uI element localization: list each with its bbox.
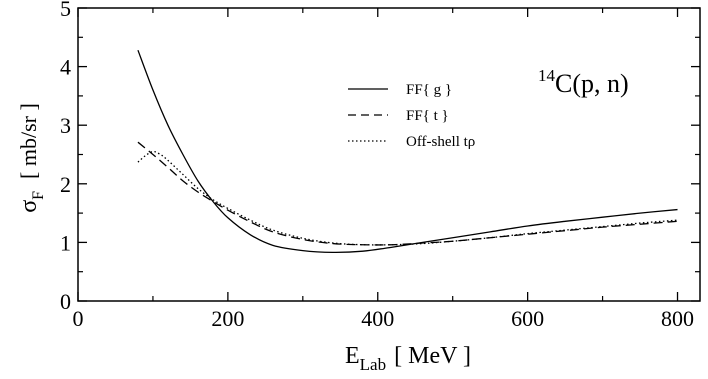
x-tick-label: 400 — [361, 306, 394, 331]
x-tick-label: 800 — [661, 306, 694, 331]
legend-label: FF{ g } — [406, 82, 452, 98]
y-axis-label-sub: F — [30, 191, 47, 200]
x-tick-label: 0 — [73, 306, 84, 331]
y-axis-label-main: σ — [16, 200, 42, 213]
y-tick-label: 4 — [60, 55, 71, 80]
annotation-text: C(p, n) — [555, 69, 629, 98]
legend-label: Off-shell tρ — [406, 134, 475, 150]
y-tick-label: 2 — [60, 172, 71, 197]
axis-ticks — [77, 7, 700, 302]
legend-label: FF{ t } — [406, 108, 449, 124]
y-tick-label: 0 — [60, 289, 71, 314]
reaction-annotation: 14C(p, n) — [538, 66, 629, 98]
y-tick-label: 3 — [60, 113, 71, 138]
y-tick-label: 5 — [60, 0, 71, 21]
series-line-dotted — [137, 150, 678, 246]
x-tick-label: 600 — [511, 306, 544, 331]
plot-frame — [77, 7, 701, 302]
legend: FF{ g } FF{ t } Off-shell tρ — [348, 82, 475, 150]
x-tick-label: 200 — [211, 306, 244, 331]
x-axis-label-unit: [ MeV ] — [394, 343, 471, 369]
series-line-dashed — [137, 141, 678, 246]
y-tick-label: 1 — [60, 230, 71, 255]
y-axis-label: σF [ mb/sr ] — [16, 103, 47, 213]
x-axis-label-main: E — [345, 343, 360, 369]
tick-labels: 0 200 400 600 800 0 1 2 3 4 5 — [60, 0, 694, 331]
x-axis-label: ELab [ MeV ] — [345, 343, 471, 374]
y-axis-label-unit: [ mb/sr ] — [16, 103, 41, 179]
series-line-solid — [137, 49, 678, 254]
annotation-superscript: 14 — [538, 66, 556, 85]
series-lines — [137, 49, 678, 254]
x-axis-label-sub: Lab — [360, 355, 386, 374]
